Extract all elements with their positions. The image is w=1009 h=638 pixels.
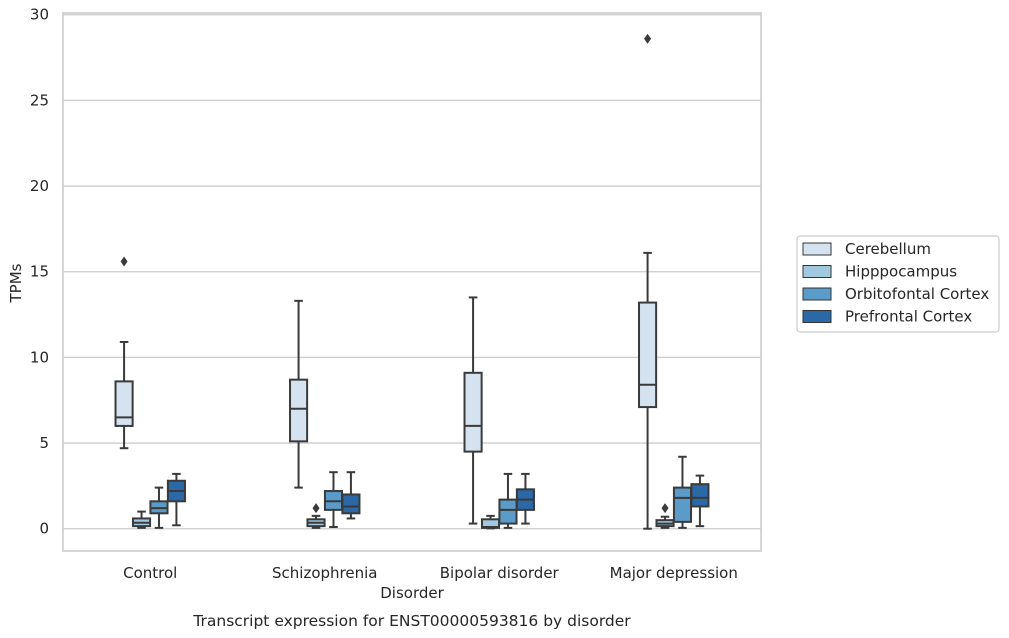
box-2-2 xyxy=(498,472,518,529)
y-tick-label: 20 xyxy=(30,177,49,195)
box-0-3 xyxy=(638,33,658,530)
box-2-1 xyxy=(323,471,344,529)
legend-frame xyxy=(796,235,1000,333)
box-1-0 xyxy=(131,510,152,529)
box-1-3 xyxy=(655,503,675,529)
y-tick-label: 0 xyxy=(39,520,49,538)
chart-caption: Transcript expression for ENST0000059381… xyxy=(192,612,631,630)
x-tick-label: Control xyxy=(123,564,177,582)
legend-swatch xyxy=(802,310,832,323)
y-tick-label: 25 xyxy=(30,91,49,109)
legend-label: Orbitofontal Cortex xyxy=(845,285,989,303)
legend-label: Hipppocampus xyxy=(845,263,957,281)
x-axis-label: Disorder xyxy=(380,584,444,602)
box-2-0 xyxy=(149,486,169,529)
box-iqr xyxy=(341,493,361,515)
box-3-0 xyxy=(166,472,186,527)
box-3-3 xyxy=(690,474,710,528)
plot-frame xyxy=(62,12,762,552)
box-iqr xyxy=(638,301,658,409)
box-iqr xyxy=(289,378,309,443)
y-tick-label: 30 xyxy=(30,6,49,24)
x-tick-labels: Control Schizophrenia Bipolar disorder Majo… xyxy=(123,564,738,582)
box-2-3 xyxy=(672,455,693,529)
box-iqr xyxy=(690,483,710,508)
box-3-2 xyxy=(515,472,535,525)
legend-swatch xyxy=(802,242,832,256)
legend-swatch xyxy=(802,265,832,278)
outlier-point xyxy=(661,503,669,514)
box-3-1 xyxy=(341,471,361,520)
box-iqr xyxy=(114,380,134,427)
box-iqr xyxy=(498,498,518,525)
x-tick-label: Bipolar disorder xyxy=(440,564,560,582)
y-tick-label: 15 xyxy=(30,263,49,281)
outlier-point xyxy=(644,33,652,44)
box-iqr xyxy=(463,371,483,453)
outlier-point xyxy=(120,256,128,267)
legend: Cerebellum Hipppocampus Orbitofontal Corte… xyxy=(796,235,1000,333)
x-tick-label: Schizophrenia xyxy=(272,564,377,582)
legend-swatch xyxy=(802,287,832,301)
box-iqr xyxy=(672,486,693,523)
legend-label: Cerebellum xyxy=(845,240,931,258)
outlier-point xyxy=(312,503,320,514)
legend-label: Prefrontal Cortex xyxy=(845,308,972,326)
box-series xyxy=(114,33,710,530)
grid-lines xyxy=(63,14,761,530)
box-0-0 xyxy=(114,256,134,450)
x-tick-label: Major depression xyxy=(610,564,738,582)
y-tick-label: 10 xyxy=(30,348,49,366)
box-0-2 xyxy=(463,296,483,525)
y-tick-labels: 0 5 10 15 20 25 30 xyxy=(30,6,49,538)
box-1-1 xyxy=(306,503,326,529)
y-axis-label: TPMs xyxy=(7,263,25,303)
y-tick-label: 5 xyxy=(39,434,49,452)
box-1-2 xyxy=(480,514,501,530)
box-0-1 xyxy=(289,299,309,489)
